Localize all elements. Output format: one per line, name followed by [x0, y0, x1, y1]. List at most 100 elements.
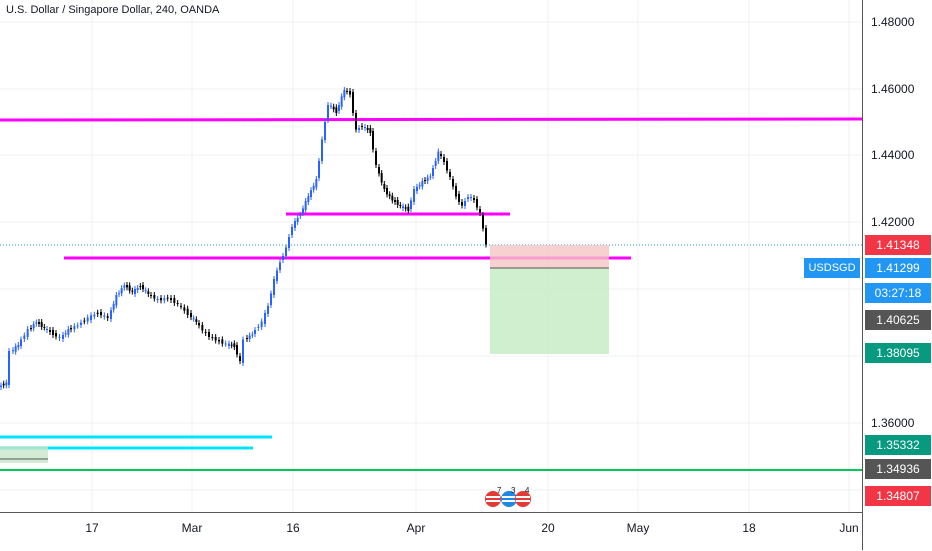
candle	[218, 340, 220, 342]
price-label-target-high: 1.41348	[865, 235, 931, 255]
event-badge: 7	[497, 486, 502, 495]
candle	[294, 221, 296, 228]
price-label-low: 1.34807	[865, 486, 931, 506]
candle	[183, 307, 186, 311]
candle	[160, 298, 162, 301]
candle	[310, 190, 312, 197]
candle	[440, 154, 442, 156]
candle	[424, 180, 426, 181]
candle	[186, 308, 189, 315]
candle	[17, 345, 20, 348]
candle	[273, 279, 275, 295]
candle	[257, 327, 260, 328]
candle	[413, 189, 415, 202]
candle	[190, 313, 192, 318]
candle	[208, 332, 210, 337]
candle	[312, 185, 315, 190]
time-label: Jun	[839, 521, 859, 535]
candle	[112, 303, 115, 310]
candle	[332, 106, 335, 110]
candle	[327, 105, 329, 120]
chart-area[interactable]: U.S. Dollar / Singapore Dollar, 240, OAN…	[0, 0, 862, 512]
candle	[378, 167, 380, 174]
candle	[0, 385, 2, 387]
candle	[361, 126, 363, 127]
candle	[239, 356, 241, 361]
candle	[83, 320, 86, 322]
candle	[14, 346, 17, 352]
price-tick: 1.36000	[871, 416, 915, 430]
candle	[429, 176, 432, 178]
candle	[449, 172, 451, 177]
resistance-level	[0, 117, 862, 122]
candle	[296, 218, 299, 222]
candle	[437, 151, 440, 161]
candle	[458, 194, 460, 202]
flag-icon[interactable]: 7 3 4	[482, 486, 534, 508]
price-axis[interactable]: 1.48000 1.46000 1.44000 1.42000 1.36000 …	[862, 0, 932, 550]
candle	[67, 329, 70, 335]
candle	[76, 325, 79, 327]
candle	[147, 291, 150, 294]
candle	[421, 181, 424, 187]
candle	[452, 179, 454, 187]
candle	[192, 318, 195, 320]
price-label-last: 1.41299	[865, 258, 931, 278]
candle	[404, 207, 407, 209]
countdown-label: 03:27:18	[865, 283, 931, 303]
candle	[410, 200, 412, 209]
candle	[246, 338, 248, 339]
candle	[46, 329, 48, 330]
candle	[473, 198, 475, 200]
time-axis[interactable]: 17 Mar 16 Apr 20 May 18 Jun	[0, 512, 862, 551]
candle	[264, 313, 266, 324]
candle	[443, 157, 445, 162]
candle	[396, 200, 399, 205]
stop-zone	[490, 245, 609, 268]
price-tick: 1.48000	[871, 15, 915, 29]
candle	[70, 328, 72, 330]
candle	[242, 339, 244, 363]
candle	[358, 128, 360, 130]
price-chart[interactable]	[0, 0, 862, 512]
candle	[302, 208, 304, 213]
price-tick: 1.44000	[871, 148, 915, 162]
candle	[307, 196, 310, 202]
candle	[434, 161, 437, 166]
candle	[173, 298, 176, 303]
candle	[426, 177, 429, 181]
price-tick: 1.42000	[871, 215, 915, 229]
symbol-tag: USDSGD	[804, 258, 860, 278]
time-label: Apr	[406, 521, 426, 535]
candle	[93, 314, 96, 317]
candle	[144, 290, 147, 292]
candle	[86, 317, 89, 322]
economic-events[interactable]: 7 3 4	[482, 486, 534, 508]
candle	[383, 184, 386, 189]
candle	[391, 195, 394, 201]
candle	[110, 310, 112, 319]
price-label-mid: 1.34936	[865, 459, 931, 479]
candle	[432, 168, 434, 176]
candle	[282, 256, 284, 260]
candle	[372, 131, 374, 150]
candle	[221, 339, 224, 344]
candle	[407, 206, 410, 211]
time-label: 17	[85, 521, 99, 535]
candle	[228, 343, 230, 346]
candle	[388, 194, 391, 197]
candle	[128, 285, 131, 291]
candle	[402, 206, 404, 208]
candle	[446, 161, 448, 171]
candle	[288, 237, 290, 248]
candle	[291, 227, 293, 235]
candle	[233, 343, 236, 347]
candle	[20, 339, 22, 346]
candle	[321, 139, 323, 161]
candle	[142, 285, 144, 290]
candle	[369, 128, 372, 133]
candle	[416, 186, 418, 191]
candle	[338, 105, 340, 111]
candle	[136, 288, 139, 290]
candle	[375, 151, 377, 165]
